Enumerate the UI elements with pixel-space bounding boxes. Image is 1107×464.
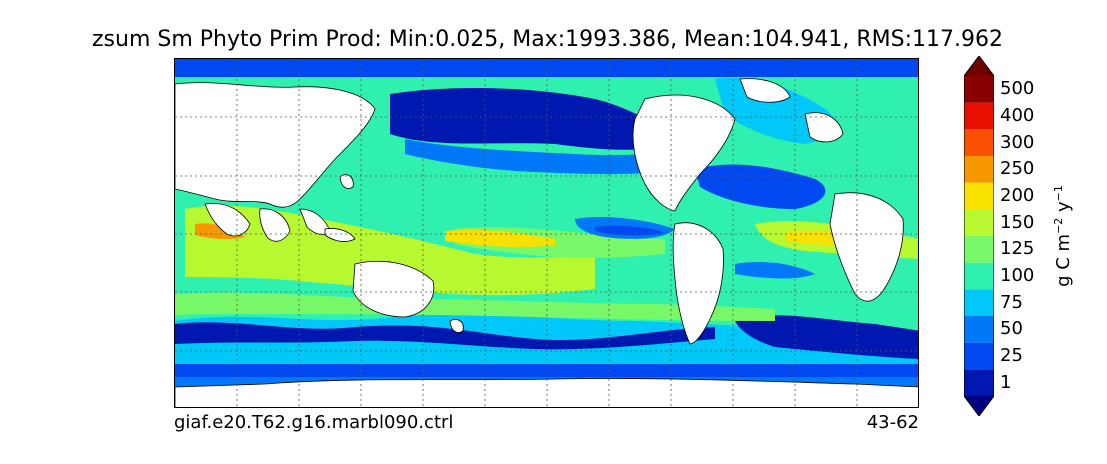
greenland-land <box>739 78 791 103</box>
colorbar-tick-label: 400 <box>1000 105 1035 126</box>
colorbar-segment <box>964 209 994 236</box>
colorbar <box>964 56 994 416</box>
southern-ocean-core <box>175 322 715 350</box>
colorbar-segment <box>964 289 994 316</box>
colorbar-units-label: g C m−2 y−1 <box>1052 185 1074 287</box>
north-pacific-subpolar <box>390 87 675 150</box>
south-america-land <box>672 222 724 345</box>
units-text-2: y <box>1053 201 1074 218</box>
africa-land <box>829 192 904 302</box>
colorbar-segment <box>964 182 994 210</box>
south-pacific-gyre-core <box>595 225 665 236</box>
colorbar-segment <box>964 369 994 396</box>
colorbar-segment <box>964 262 994 290</box>
colorbar-tick-label: 50 <box>1000 318 1023 340</box>
north-america-land <box>632 94 736 212</box>
colorbar-tick-label: 100 <box>1000 265 1035 286</box>
colorbar-segment <box>964 236 994 263</box>
years-label: 43-62 <box>866 412 919 433</box>
colorbar-segment <box>964 342 994 370</box>
north-atlantic-gyre <box>695 164 826 209</box>
units-text: g C m <box>1053 233 1074 287</box>
colorbar-tick-label: 1 <box>1000 371 1012 393</box>
japan-land <box>339 174 354 189</box>
equatorial-pacific-max <box>445 229 555 248</box>
india-land <box>259 208 291 242</box>
new-zealand-land <box>449 319 464 333</box>
colorbar-segment <box>964 129 994 156</box>
colorbar-segment <box>964 316 994 343</box>
antarctica-land <box>175 378 918 407</box>
colorbar-tick-label: 25 <box>1000 345 1023 366</box>
australia-land <box>352 260 435 318</box>
colorbar-tick-label: 150 <box>1000 211 1035 233</box>
colorbar-tick-label: 500 <box>1000 78 1035 100</box>
units-exponent-1: −2 <box>1052 217 1065 234</box>
colorbar-tick-label: 125 <box>1000 238 1035 260</box>
case-name-label: giaf.e20.T62.g16.marbl090.ctrl <box>174 412 454 433</box>
colorbar-tick-label: 200 <box>1000 185 1035 206</box>
colorbar-tick-label: 250 <box>1000 158 1035 180</box>
units-exponent-2: −1 <box>1052 185 1065 202</box>
colorbar-segment <box>964 76 994 103</box>
southern-temperate-band <box>175 292 775 321</box>
colorbar-segment <box>964 156 994 183</box>
north-atlantic-subpolar <box>715 78 836 144</box>
north-pacific-transition <box>405 139 685 175</box>
south-atlantic-core <box>735 315 918 359</box>
ocean-map <box>175 59 918 407</box>
map-panel <box>174 58 919 408</box>
arctic-band <box>175 59 918 77</box>
colorbar-under-triangle <box>964 396 994 416</box>
map-gridlines <box>175 59 918 407</box>
arabia-land <box>204 202 251 237</box>
colorbar-tick-label: 75 <box>1000 291 1023 313</box>
colorbar-segment <box>964 102 994 130</box>
europe-land <box>804 112 844 143</box>
colorbar-tick-label: 300 <box>1000 131 1035 153</box>
indonesia-land <box>324 228 356 242</box>
chart-title: zsum Sm Phyto Prim Prod: Min:0.025, Max:… <box>91 27 1003 52</box>
colorbar-over-triangle <box>964 56 994 76</box>
